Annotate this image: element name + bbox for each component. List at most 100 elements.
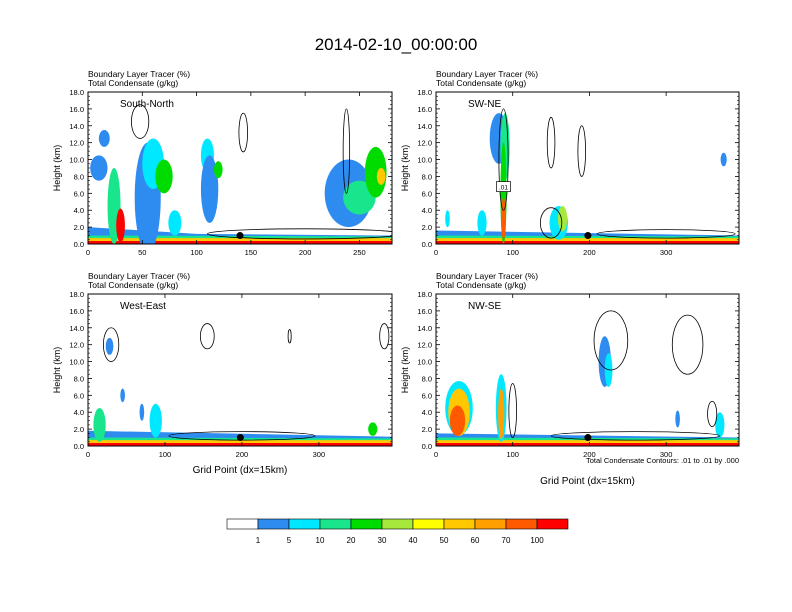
y-tick-label: 8.0 (74, 172, 84, 181)
y-tick-label: 18.0 (69, 88, 84, 97)
y-tick-label: 2.0 (422, 223, 432, 232)
x-tick-label: 300 (313, 450, 326, 459)
condensate-contour (131, 104, 150, 139)
colorbar-swatch (505, 518, 538, 530)
tracer-blob (364, 146, 387, 198)
tracer-blob (445, 210, 450, 228)
panel-label: NW-SE (468, 301, 501, 312)
location-marker (236, 434, 244, 442)
field (436, 108, 739, 244)
y-tick-label: 14.0 (69, 324, 84, 333)
y-tick-label: 0.0 (422, 442, 432, 451)
panel-title-line: Total Condensate (g/kg) (436, 78, 526, 88)
y-tick-label: 14.0 (417, 122, 432, 131)
x-tick-label: 200 (583, 248, 596, 257)
panel-label: South-North (120, 99, 174, 110)
colorbar-label: 100 (530, 536, 544, 545)
condensate-contour (596, 229, 736, 239)
plot-frame (87, 293, 393, 447)
tracer-blob (343, 180, 376, 215)
colorbar-label: 10 (316, 536, 325, 545)
x-tick-label: 0 (434, 450, 438, 459)
tracer-blob (93, 408, 106, 442)
y-tick-label: 12.0 (69, 139, 84, 148)
y-tick-label: 10.0 (69, 358, 84, 367)
y-tick-label: 8.0 (74, 374, 84, 383)
contour-note: Total Condensate Contours: .01 to .01 by… (586, 456, 739, 465)
y-tick-label: 16.0 (417, 307, 432, 316)
x-tick-label: 100 (506, 248, 519, 257)
colorbar-swatch (226, 518, 259, 530)
y-tick-label: 8.0 (422, 172, 432, 181)
condensate-contour (199, 323, 215, 350)
y-tick-label: 4.0 (422, 408, 432, 417)
y-tick-label: 2.0 (74, 223, 84, 232)
tracer-blob (715, 412, 725, 438)
colorbar-swatch (412, 518, 445, 530)
tracer-layer (436, 241, 739, 244)
panels: 0.0 2.0 4.0 6.0 8.0 10.0 12.0 14.0 16.0 18.0 0 50 10… (52, 69, 740, 487)
condensate-contour (238, 112, 249, 153)
y-tick-label: 12.0 (69, 341, 84, 350)
condensate-contour (707, 400, 718, 427)
x-tick-label: 250 (353, 248, 366, 257)
x-tick-label: 200 (236, 450, 249, 459)
y-tick-label: 6.0 (74, 391, 84, 400)
tracer-blob (155, 159, 173, 194)
panel-title-line: Boundary Layer Tracer (%) (436, 69, 538, 79)
y-tick-label: 4.0 (422, 206, 432, 215)
figure-title: 2014-02-10_00:00:00 (315, 35, 478, 54)
panel-top-left: 0.0 2.0 4.0 6.0 8.0 10.0 12.0 14.0 16.0 18.0 0 50 10… (52, 69, 393, 257)
colorbar-label: 50 (440, 536, 449, 545)
location-marker (584, 232, 592, 240)
tracer-blob (120, 388, 125, 403)
y-tick-label: 6.0 (422, 391, 432, 400)
field (88, 323, 392, 446)
tracer-blob (90, 155, 108, 181)
colorbar-label: 70 (502, 536, 511, 545)
x-tick-label: 300 (660, 450, 673, 459)
condensate-contour (498, 108, 509, 211)
x-axis-label: Grid Point (dx=15km) (540, 476, 635, 487)
condensate-contour (550, 431, 721, 441)
tracer-layer (88, 443, 392, 446)
colorbar-swatch (443, 518, 476, 530)
condensate-contour (546, 116, 556, 169)
panel-label: West-East (120, 301, 166, 312)
colorbar-label: 60 (471, 536, 480, 545)
colorbar-swatch (319, 518, 352, 530)
x-tick-label: 300 (660, 248, 673, 257)
y-tick-label: 6.0 (74, 189, 84, 198)
y-tick-label: 10.0 (69, 156, 84, 165)
colorbar-swatch (288, 518, 321, 530)
tracer-blob (501, 197, 506, 240)
tracer-blob (376, 168, 386, 185)
field (88, 104, 392, 244)
y-axis-label: Height (km) (52, 347, 62, 394)
condensate-contour (539, 207, 563, 239)
panel-bottom-left: 0.0 2.0 4.0 6.0 8.0 10.0 12.0 14.0 16.0 18.0 0 100 2… (52, 271, 393, 476)
panel-title-line: Total Condensate (g/kg) (436, 280, 526, 290)
y-tick-label: 2.0 (422, 425, 432, 434)
tracer-blob (200, 155, 219, 223)
colorbar-swatch (350, 518, 383, 530)
panel-bottom-right: 0.0 2.0 4.0 6.0 8.0 10.0 12.0 14.0 16.0 18.0 0 100 2… (400, 271, 740, 487)
y-tick-label: 18.0 (417, 290, 432, 299)
x-tick-label: 100 (506, 450, 519, 459)
y-tick-label: 6.0 (422, 189, 432, 198)
panel-title-line: Total Condensate (g/kg) (88, 280, 178, 290)
y-axis-label: Height (km) (400, 145, 410, 192)
condensate-contour (671, 314, 704, 375)
location-marker (236, 232, 244, 240)
colorbar-label: 1 (256, 536, 261, 545)
panel-title-line: Boundary Layer Tracer (%) (88, 271, 190, 281)
condensate-contour (508, 383, 517, 438)
tracer-blob (213, 161, 223, 179)
condensate-contour (593, 310, 629, 371)
plot-frame (435, 293, 740, 447)
panel-title-line: Total Condensate (g/kg) (88, 78, 178, 88)
tracer-blob (368, 422, 378, 436)
x-tick-label: 200 (583, 450, 596, 459)
tracer-blob (139, 403, 145, 421)
